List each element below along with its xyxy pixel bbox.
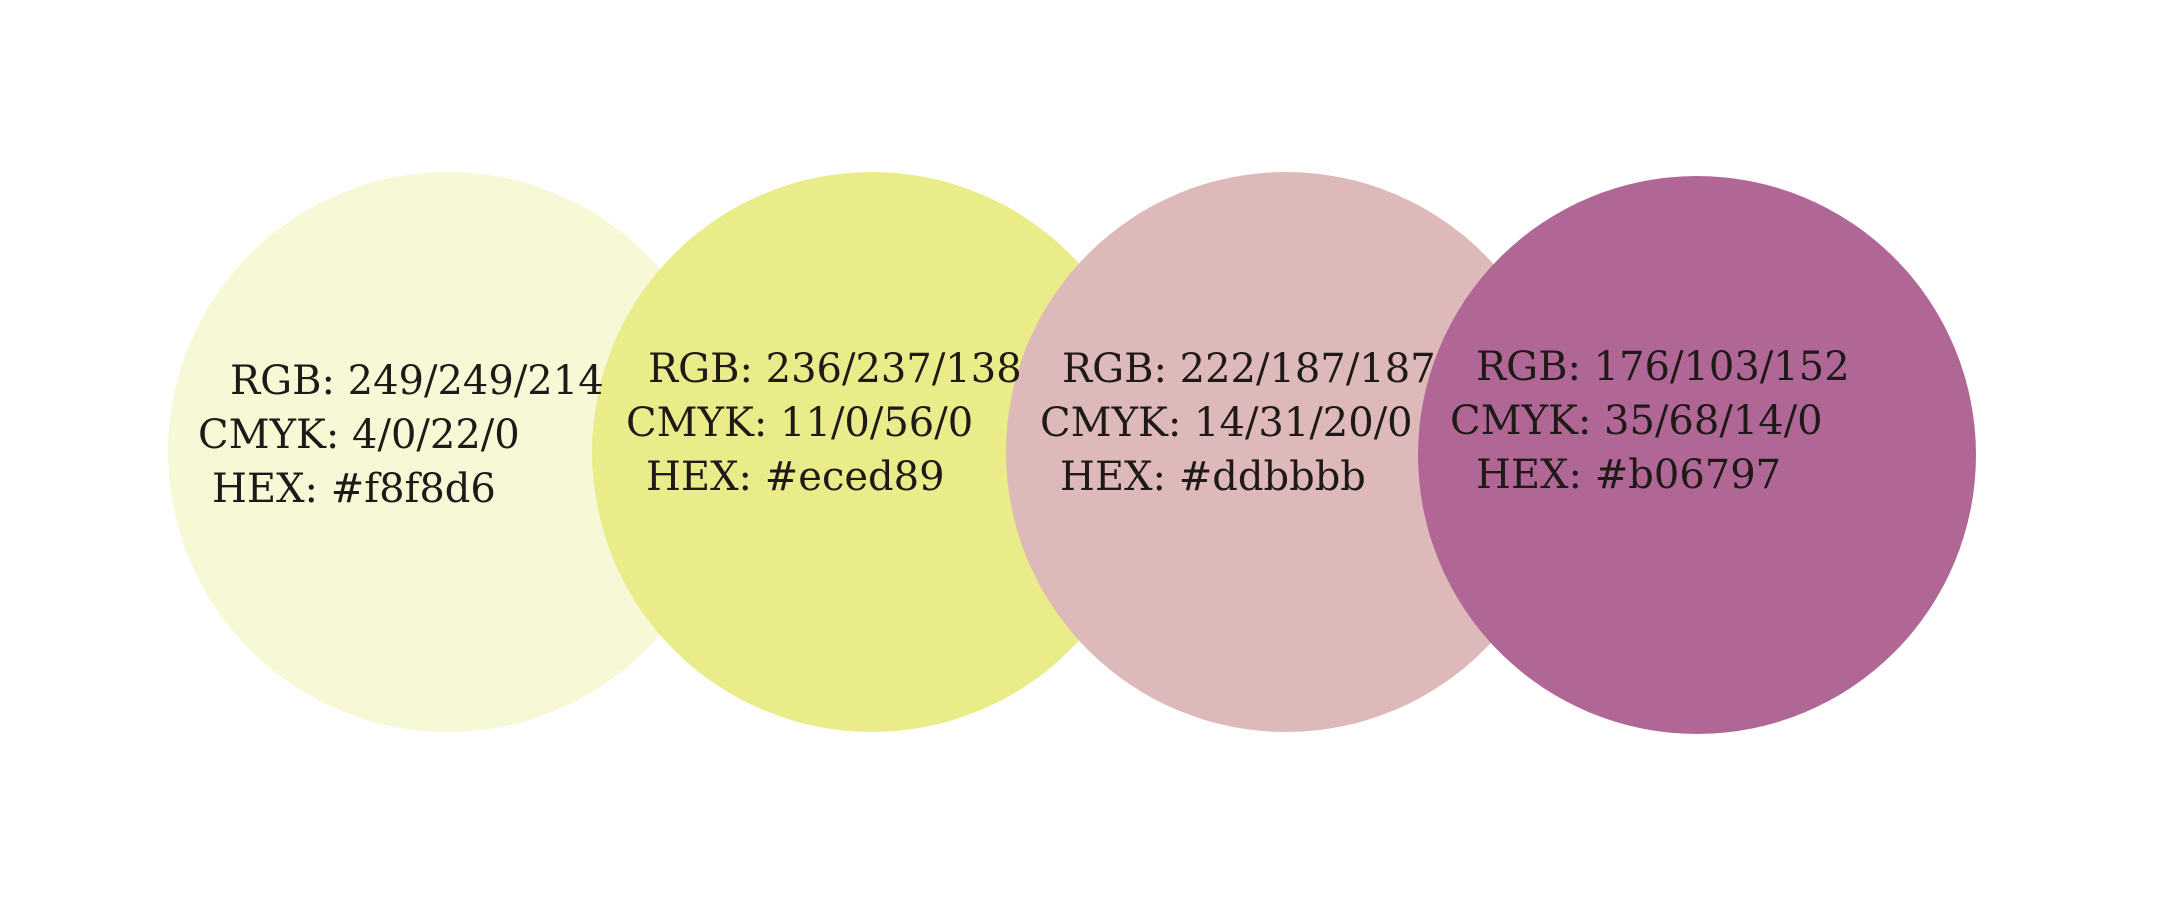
cmyk-value: CMYK: 35/68/14/0 (1450, 398, 1823, 444)
cmyk-value: CMYK: 14/31/20/0 (1040, 400, 1413, 446)
swatch-label-2: RGB: 236/237/138 CMYK: 11/0/56/0 HEX: #e… (626, 342, 1022, 504)
rgb-value: RGB: 236/237/138 (648, 346, 1022, 392)
cmyk-value: CMYK: 4/0/22/0 (198, 412, 520, 458)
rgb-value: RGB: 222/187/187 (1062, 346, 1436, 392)
hex-value: HEX: #eced89 (646, 454, 945, 500)
hex-value: HEX: #ddbbbb (1060, 454, 1366, 500)
swatch-label-4: RGB: 176/103/152 CMYK: 35/68/14/0 HEX: #… (1450, 340, 1850, 502)
hex-value: HEX: #f8f8d6 (212, 466, 496, 512)
color-swatch-4 (1418, 176, 1976, 734)
cmyk-value: CMYK: 11/0/56/0 (626, 400, 974, 446)
swatch-label-3: RGB: 222/187/187 CMYK: 14/31/20/0 HEX: #… (1040, 342, 1436, 504)
rgb-value: RGB: 176/103/152 (1476, 344, 1850, 390)
rgb-value: RGB: 249/249/214 (230, 358, 604, 404)
hex-value: HEX: #b06797 (1476, 452, 1782, 498)
swatch-label-1: RGB: 249/249/214 CMYK: 4/0/22/0 HEX: #f8… (198, 354, 604, 516)
